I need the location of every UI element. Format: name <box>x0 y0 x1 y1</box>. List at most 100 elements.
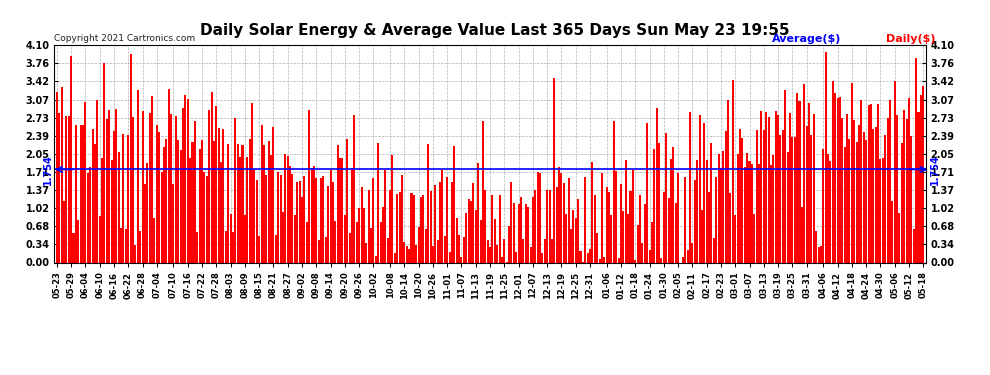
Bar <box>303 176 305 262</box>
Bar <box>753 214 755 262</box>
Bar <box>203 172 205 262</box>
Bar <box>808 103 810 262</box>
Bar <box>96 100 98 262</box>
Bar <box>227 144 230 262</box>
Bar <box>830 160 832 262</box>
Bar <box>820 246 822 262</box>
Bar <box>923 86 925 262</box>
Bar <box>439 182 442 262</box>
Bar <box>389 190 391 262</box>
Bar <box>337 145 339 262</box>
Bar <box>418 227 420 262</box>
Bar <box>542 254 544 262</box>
Bar <box>687 250 689 262</box>
Bar <box>672 147 674 262</box>
Bar <box>477 163 479 262</box>
Bar <box>870 104 872 262</box>
Bar <box>463 237 465 262</box>
Bar <box>670 159 672 262</box>
Bar <box>843 147 845 262</box>
Bar <box>575 218 577 262</box>
Bar <box>263 145 265 262</box>
Bar <box>594 195 596 262</box>
Bar <box>613 121 615 262</box>
Bar <box>147 163 148 262</box>
Bar <box>901 142 903 262</box>
Bar <box>650 222 653 262</box>
Bar <box>544 238 545 262</box>
Bar <box>148 113 150 262</box>
Bar <box>560 173 562 262</box>
Bar <box>244 215 246 262</box>
Bar <box>760 111 762 262</box>
Bar <box>887 117 889 262</box>
Bar <box>755 130 757 262</box>
Bar <box>706 160 708 262</box>
Bar <box>503 239 505 262</box>
Bar <box>660 258 662 262</box>
Bar <box>625 160 627 262</box>
Bar <box>344 215 346 262</box>
Bar <box>832 81 834 262</box>
Bar <box>391 155 393 262</box>
Bar <box>563 183 565 262</box>
Bar <box>803 84 805 262</box>
Bar <box>908 98 910 262</box>
Bar <box>330 170 332 262</box>
Bar <box>172 184 174 262</box>
Bar <box>425 229 427 262</box>
Bar <box>777 115 779 262</box>
Bar <box>177 140 179 262</box>
Bar <box>372 178 374 262</box>
Bar <box>175 116 177 262</box>
Bar <box>525 204 527 262</box>
Bar <box>72 232 74 262</box>
Bar <box>101 158 103 262</box>
Bar <box>739 129 741 262</box>
Bar <box>208 110 210 262</box>
Bar <box>401 175 403 262</box>
Bar <box>691 243 693 262</box>
Bar <box>247 157 248 262</box>
Bar <box>211 92 213 262</box>
Bar <box>791 137 793 262</box>
Bar <box>242 145 244 262</box>
Bar <box>472 183 474 262</box>
Bar <box>403 243 405 262</box>
Bar <box>220 162 222 262</box>
Bar <box>915 58 917 262</box>
Bar <box>577 199 579 262</box>
Bar <box>858 125 860 262</box>
Bar <box>665 133 667 262</box>
Bar <box>835 93 837 262</box>
Text: Copyright 2021 Cartronics.com: Copyright 2021 Cartronics.com <box>54 34 196 43</box>
Bar <box>270 156 272 262</box>
Bar <box>399 192 401 262</box>
Bar <box>301 197 303 262</box>
Bar <box>475 210 477 262</box>
Bar <box>558 167 560 262</box>
Bar <box>579 251 581 262</box>
Bar <box>144 184 146 262</box>
Bar <box>151 96 153 262</box>
Bar <box>891 201 893 262</box>
Bar <box>730 193 732 262</box>
Bar <box>196 232 198 262</box>
Bar <box>75 124 77 262</box>
Bar <box>218 128 220 262</box>
Bar <box>489 247 491 262</box>
Bar <box>396 194 398 262</box>
Bar <box>837 98 839 262</box>
Bar <box>260 125 262 262</box>
Bar <box>789 113 791 262</box>
Bar <box>860 100 862 262</box>
Text: 1.754: 1.754 <box>44 154 53 185</box>
Bar <box>611 214 613 262</box>
Bar <box>655 108 657 262</box>
Bar <box>713 238 715 262</box>
Bar <box>265 174 267 262</box>
Bar <box>862 132 865 262</box>
Bar <box>365 243 367 262</box>
Bar <box>642 243 644 262</box>
Bar <box>535 190 537 262</box>
